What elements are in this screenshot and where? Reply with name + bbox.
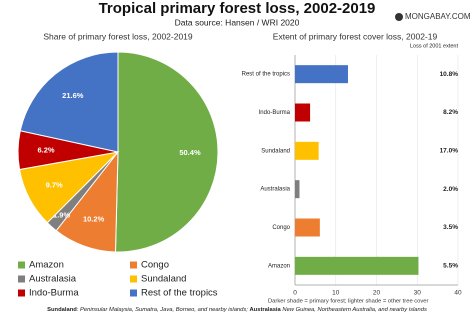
logo-icon [395, 13, 403, 21]
share-label: 5.5% [443, 263, 458, 270]
share-header: Loss of 2001 extent [410, 43, 458, 49]
pie-label: 9.7% [46, 180, 63, 189]
legend-swatch [130, 289, 137, 297]
pie-label: 21.6% [62, 91, 84, 100]
footer: Sundaland: Peninsular Malaysia, Sumatra,… [47, 307, 427, 313]
pie-slice [19, 51, 119, 153]
pie-label: 6.2% [37, 146, 54, 155]
bar [295, 180, 300, 199]
bar-title: Extent of primary forest cover loss, 200… [273, 31, 438, 41]
y-tick-label: Amazon [268, 263, 290, 269]
x-tick-label: 30 [414, 290, 422, 297]
legend-label: Sundaland [141, 274, 186, 285]
legend-swatch [18, 261, 25, 269]
legend-swatch [130, 275, 137, 283]
legend-label: Australasia [29, 274, 77, 285]
footer-text: : Peninsular Malaysia, Sumatra, Java, Bo… [77, 307, 250, 313]
pie-slice [114, 51, 219, 253]
legend-label: Rest of the tropics [141, 288, 218, 299]
y-tick-label: Congo [272, 225, 290, 231]
note: Darker shade = primary forest; lighter s… [268, 299, 429, 305]
bar [295, 218, 320, 237]
footer-text: New Guinea, Northeastern Australia, and … [281, 307, 427, 313]
logo: MONGABAY.COM [405, 12, 471, 21]
share-label: 10.8% [440, 71, 459, 78]
bar [295, 141, 319, 160]
pie-label: 1.9% [53, 211, 70, 220]
pie-label: 50.4% [179, 148, 201, 157]
footer-term: Sundaland [47, 307, 77, 313]
legend-label: Indo-Burma [29, 288, 79, 299]
y-tick-label: Indo-Burma [259, 110, 291, 116]
share-label: 3.5% [443, 224, 458, 231]
y-tick-label: Sundaland [261, 148, 290, 154]
share-label: 17.0% [440, 148, 459, 155]
bar [295, 256, 419, 275]
bar [295, 103, 311, 122]
pie-label: 10.2% [83, 215, 105, 224]
y-tick-label: Australasia [260, 187, 290, 193]
x-tick-label: 40 [454, 290, 462, 297]
legend-label: Amazon [29, 260, 64, 271]
legend-label: Congo [141, 260, 169, 271]
title: Tropical primary forest loss, 2002-2019 [99, 0, 376, 17]
x-tick-label: 10 [332, 290, 340, 297]
y-tick-label: Rest of the tropics [242, 72, 290, 78]
x-tick-label: 20 [373, 290, 381, 297]
bar [295, 65, 348, 84]
subtitle: Data source: Hansen / WRI 2020 [175, 17, 300, 27]
pie-title: Share of primary forest loss, 2002-2019 [43, 31, 193, 41]
x-tick-label: 0 [293, 290, 297, 297]
legend-swatch [18, 289, 25, 297]
legend-swatch [130, 261, 137, 269]
legend-swatch [18, 275, 25, 283]
footer-term: Australasia [250, 307, 282, 313]
share-label: 8.2% [443, 109, 458, 116]
share-label: 2.0% [443, 186, 458, 193]
